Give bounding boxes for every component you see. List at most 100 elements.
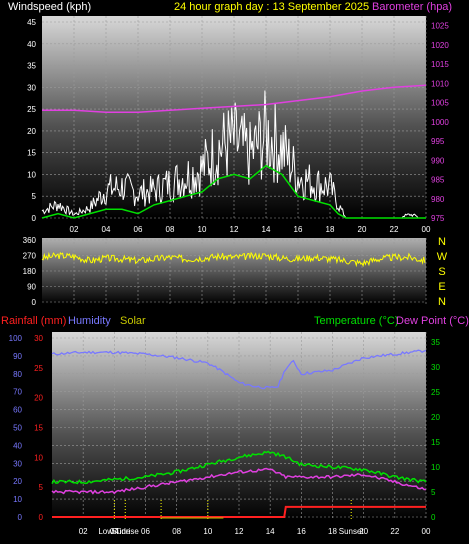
- x-tick-label: 00: [422, 527, 431, 536]
- x-tick-label: 14: [262, 225, 271, 234]
- temperature-title: Temperature (°C): [314, 315, 398, 327]
- compass-label: E: [438, 281, 445, 293]
- x-tick-label: 22: [390, 225, 399, 234]
- y-right-tick-label: 995: [431, 137, 445, 146]
- temperature-tick-label: 5: [431, 488, 436, 497]
- x-tick-label: 14: [266, 527, 275, 536]
- x-tick-label: 02: [70, 225, 79, 234]
- x-tick-label: 12: [235, 527, 244, 536]
- x-tick-label: 06: [141, 527, 150, 536]
- y-tick-label: 90: [27, 283, 36, 292]
- x-tick-label: 06: [134, 225, 143, 234]
- y-right-tick-label: 1005: [431, 99, 449, 108]
- x-tick-label: 04: [102, 225, 111, 234]
- event-label: Sunrise: [112, 527, 140, 536]
- rain-tick-label: 15: [34, 424, 43, 433]
- temperature-tick-label: 25: [431, 388, 440, 397]
- temperature-tick-label: 10: [431, 463, 440, 472]
- dewpoint-series-line: [51, 467, 426, 495]
- y-tick-label: 10: [27, 170, 36, 179]
- y-tick-label: 5: [32, 192, 37, 201]
- y-tick-label: 0: [32, 298, 37, 307]
- x-tick-label: 04: [110, 527, 119, 536]
- humidity-tick-label: 60: [13, 406, 22, 415]
- rain-tick-label: 0: [39, 513, 44, 522]
- rain-tick-label: 5: [39, 483, 44, 492]
- x-tick-label: 18: [328, 527, 337, 536]
- wind-direction-series-line: [41, 251, 426, 268]
- y-tick-label: 40: [27, 40, 36, 49]
- x-tick-label: 10: [203, 527, 212, 536]
- y-right-tick-label: 1010: [431, 79, 449, 88]
- humidity-series-line: [51, 349, 427, 390]
- x-tick-label: 22: [390, 527, 399, 536]
- y-tick-label: 270: [23, 252, 37, 261]
- y-tick-label: 30: [27, 83, 36, 92]
- average-wind-series-line: [41, 164, 426, 219]
- windspeed-title: Windspeed (kph): [8, 1, 91, 13]
- humidity-tick-label: 30: [13, 459, 22, 468]
- x-tick-label: 12: [230, 225, 239, 234]
- y-tick-label: 15: [27, 149, 36, 158]
- humidity-tick-label: 40: [13, 441, 22, 450]
- y-right-tick-label: 1025: [431, 22, 449, 31]
- y-right-tick-label: 1015: [431, 60, 449, 69]
- humidity-tick-label: 10: [13, 495, 22, 504]
- x-tick-label: 00: [422, 225, 431, 234]
- humidity-tick-label: 20: [13, 477, 22, 486]
- rain-tick-label: 25: [34, 364, 43, 373]
- temperature-tick-label: 0: [431, 513, 436, 522]
- y-tick-label: 20: [27, 127, 36, 136]
- x-tick-label: 20: [359, 527, 368, 536]
- x-tick-label: 02: [79, 527, 88, 536]
- humidity-tick-label: 0: [18, 513, 23, 522]
- y-tick-label: 360: [23, 236, 37, 245]
- x-tick-label: 08: [172, 527, 181, 536]
- date-title: 24 hour graph day : 13 September 2025: [174, 1, 369, 13]
- rainfall-title: Rainfall (mm): [1, 315, 66, 327]
- compass-label: N: [438, 296, 446, 308]
- x-tick-label: 20: [358, 225, 367, 234]
- y-tick-label: 180: [23, 267, 37, 276]
- humidity-tick-label: 100: [9, 334, 23, 343]
- y-right-tick-label: 990: [431, 156, 445, 165]
- humidity-title: Humidity: [68, 315, 111, 327]
- barometer-title: Barometer (hpa): [372, 1, 452, 13]
- y-tick-label: 35: [27, 62, 36, 71]
- compass-label: S: [438, 266, 445, 278]
- event-label: Sunset: [339, 527, 365, 536]
- y-tick-label: 45: [27, 18, 36, 27]
- y-tick-label: 25: [27, 105, 36, 114]
- y-right-tick-label: 975: [431, 214, 445, 223]
- x-tick-label: 16: [297, 527, 306, 536]
- y-right-tick-label: 1000: [431, 118, 449, 127]
- humidity-tick-label: 90: [13, 352, 22, 361]
- compass-label: W: [437, 251, 448, 263]
- humidity-tick-label: 50: [13, 424, 22, 433]
- x-tick-label: 18: [326, 225, 335, 234]
- compass-label: N: [438, 236, 446, 248]
- temperature-tick-label: 35: [431, 338, 440, 347]
- temperature-tick-label: 30: [431, 363, 440, 372]
- y-tick-label: 0: [32, 214, 37, 223]
- temperature-series-line: [51, 450, 427, 485]
- solar-title: Solar: [120, 315, 146, 327]
- temperature-tick-label: 20: [431, 413, 440, 422]
- event-label: Low Tide: [98, 527, 131, 536]
- temperature-tick-label: 15: [431, 438, 440, 447]
- x-tick-label: 08: [166, 225, 175, 234]
- rainfall-series-line: [52, 505, 426, 518]
- x-tick-label: 16: [294, 225, 303, 234]
- dewpoint-title: Dew Point (°C): [396, 315, 469, 327]
- rain-tick-label: 10: [34, 453, 43, 462]
- y-right-tick-label: 1020: [431, 41, 449, 50]
- rain-humidity-temperature-chart: 0 10 20 30 40 50 60 70 80 90 100 0 5 10 15 20 25 30 0 5 10…: [9, 332, 440, 536]
- y-right-tick-label: 985: [431, 176, 445, 185]
- x-tick-label: 10: [198, 225, 207, 234]
- humidity-tick-label: 70: [13, 388, 22, 397]
- barometer-series-line: [42, 84, 427, 113]
- y-right-tick-label: 980: [431, 195, 445, 204]
